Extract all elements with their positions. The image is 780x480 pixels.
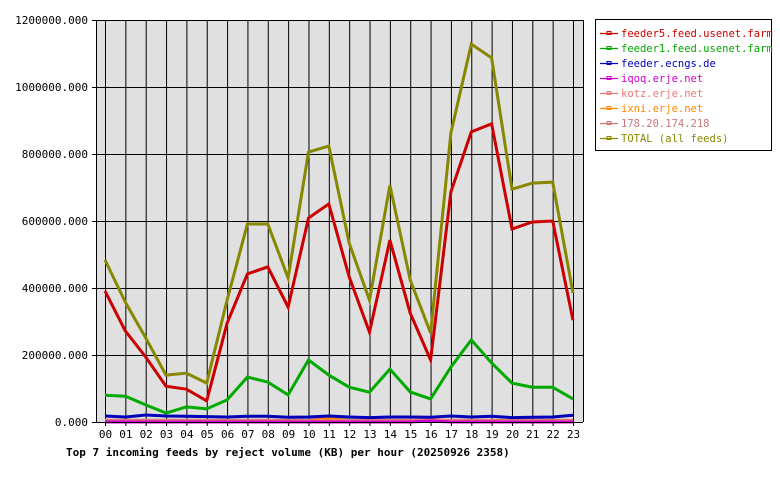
x-tick-label: 20 [506, 428, 519, 441]
x-tick-label: 04 [180, 428, 194, 441]
x-tick-label: 19 [485, 428, 498, 441]
legend-label: TOTAL (all feeds) [621, 133, 728, 145]
legend-item: feeder5.feed.usenet.farm [600, 28, 773, 40]
legend-item: TOTAL (all feeds) [600, 133, 728, 145]
x-tick-label: 03 [160, 428, 173, 441]
legend-marker-icon [606, 61, 612, 65]
x-tick-label: 08 [262, 428, 275, 441]
series-line-feeder1-feed-usenet-farm [104, 337, 574, 415]
legend-label: feeder5.feed.usenet.farm [621, 28, 773, 40]
x-tick-label: 14 [384, 428, 398, 441]
legend-item: kotz.erje.net [600, 88, 703, 100]
y-axis-ticks: 0.000 200000.000 400000.000 600000.000 80000… [15, 14, 96, 429]
y-tick-label: 1000000.000 [15, 81, 88, 94]
y-tick-label: 800000.000 [22, 148, 88, 161]
chart-title: Top 7 incoming feeds by reject volume (K… [66, 446, 510, 459]
legend-marker-icon [606, 76, 612, 80]
x-tick-label: 23 [567, 428, 580, 441]
legend: feeder5.feed.usenet.farm feeder1.feed.use… [595, 19, 773, 151]
x-tick-label: 11 [323, 428, 336, 441]
legend-item: ixni.erje.net [600, 103, 703, 115]
x-tick-label: 22 [547, 428, 560, 441]
x-tick-label: 16 [424, 428, 437, 441]
x-tick-label: 15 [404, 428, 417, 441]
legend-label: feeder1.feed.usenet.farm [621, 43, 773, 55]
legend-item: feeder.ecngs.de [600, 58, 716, 70]
x-tick-label: 07 [241, 428, 254, 441]
x-tick-label: 02 [140, 428, 153, 441]
y-tick-label: 0.000 [55, 416, 88, 429]
legend-marker-icon [606, 121, 612, 125]
legend-label: 178.20.174.218 [621, 118, 710, 130]
y-tick-label: 600000.000 [22, 215, 88, 228]
x-tick-label: 18 [465, 428, 478, 441]
legend-box [595, 19, 772, 151]
series-line-iqoq-erje-net [105, 419, 573, 424]
series-line-feeder5-feed-usenet-farm [103, 121, 575, 404]
x-tick-label: 09 [282, 428, 295, 441]
legend-item: feeder1.feed.usenet.farm [600, 43, 773, 55]
legend-label: ixni.erje.net [621, 103, 703, 115]
x-tick-label: 13 [363, 428, 376, 441]
axes [96, 20, 584, 423]
legend-label: iqoq.erje.net [621, 73, 703, 85]
y-tick-label: 1200000.000 [15, 14, 88, 27]
legend-marker-icon [606, 91, 612, 95]
x-tick-label: 17 [445, 428, 458, 441]
legend-label: feeder.ecngs.de [621, 58, 716, 70]
x-tick-label: 12 [343, 428, 356, 441]
legend-label: kotz.erje.net [621, 88, 703, 100]
x-tick-label: 00 [99, 428, 112, 441]
legend-item: iqoq.erje.net [600, 73, 703, 85]
legend-item: 178.20.174.218 [600, 118, 710, 130]
legend-marker-icon [606, 106, 612, 110]
legend-marker-icon [606, 136, 612, 140]
y-tick-label: 400000.000 [22, 282, 88, 295]
x-tick-label: 06 [221, 428, 234, 441]
series-line-total-all-feeds- [103, 41, 575, 386]
x-tick-label: 05 [201, 428, 214, 441]
x-tick-label: 21 [526, 428, 539, 441]
y-tick-label: 200000.000 [22, 349, 88, 362]
legend-marker-icon [606, 31, 612, 35]
x-tick-label: 10 [302, 428, 315, 441]
x-tick-label: 01 [119, 428, 132, 441]
x-axis-ticks: 00 01 02 03 04 05 06 07 08 09 10 11 12 13 14 15 16 17 18 19… [99, 422, 580, 441]
legend-marker-icon [606, 46, 612, 50]
series-line-feeder-ecngs-de [104, 413, 574, 420]
